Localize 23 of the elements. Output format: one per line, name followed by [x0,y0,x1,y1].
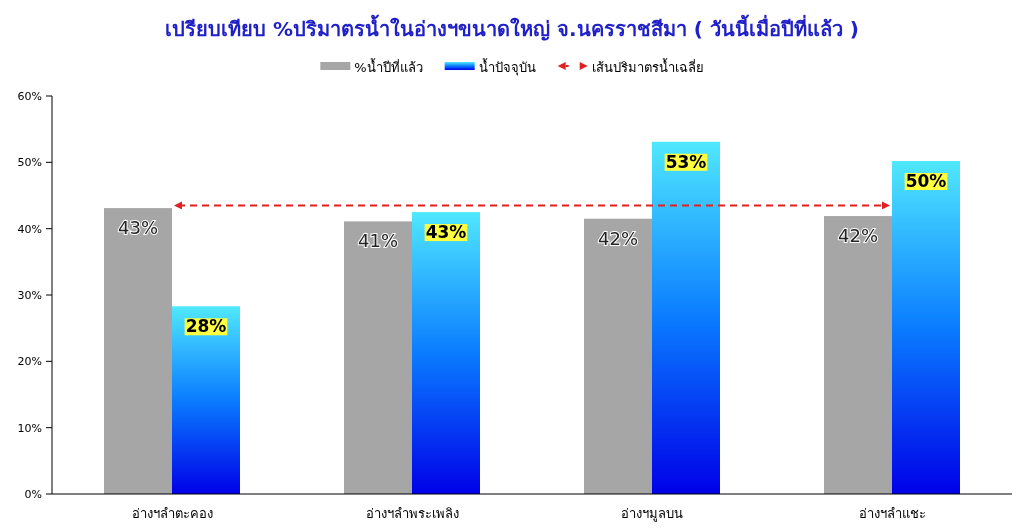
data-label: 43% [425,222,467,243]
y-tick-label: 10% [17,421,42,435]
x-tick-label: อ่างฯลำแชะ [858,506,926,521]
legend-label: น้ำปัจจุบัน [478,58,536,76]
data-label: 42% [837,225,879,247]
y-tick-label: 30% [17,289,42,302]
chart-title: เปรียบเทียบ %ปริมาตรน้ำในอ่างฯขนาดใหญ่ จ.นครราชสีมา ( วันนี้เมื่อปีที่แล้ว ) [165,14,859,41]
data-label: 42% [597,227,639,249]
legend-label: %น้ำปีที่แล้ว [354,58,423,75]
data-label: 28% [185,316,227,337]
x-tick-label: อ่างฯลำตะคอง [131,506,213,521]
data-label: 41% [357,230,399,252]
data-label: 50% [905,171,947,192]
y-tick-label: 40% [17,222,42,236]
x-tick-label: อ่างฯลำพระเพลิง [365,506,459,521]
data-label: 53% [665,151,707,172]
y-tick-label: 50% [17,156,42,170]
y-tick-label: 60% [17,90,42,103]
legend-label: เส้นปริมาตรน้ำเฉลี่ย [591,58,704,75]
y-tick-label: 20% [17,355,42,369]
data-label: 43% [117,217,159,239]
y-tick-label: 0% [24,488,42,501]
x-tick-label: อ่างฯมูลบน [621,506,683,522]
